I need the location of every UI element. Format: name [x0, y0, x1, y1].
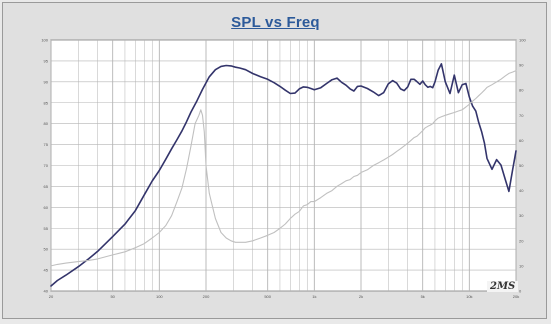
x-tick-label: 2k: [359, 294, 363, 299]
y2-tick-label: 60: [519, 138, 524, 143]
y-tick-label: 80: [44, 121, 49, 126]
x-tick-label: 20: [49, 294, 54, 299]
y2-tick-label: 50: [519, 163, 524, 168]
series-layer: [50, 62, 517, 287]
y2-tick-label: 10: [519, 263, 524, 268]
y-tick-label: 85: [44, 100, 49, 105]
y-tick-label: 50: [44, 247, 49, 252]
x-tick-label: 500: [264, 294, 271, 299]
y2-tick-label: 40: [519, 188, 524, 193]
y-tick-label: 55: [44, 226, 49, 231]
y-tick-label: 60: [44, 205, 49, 210]
y-tick-label: 65: [44, 184, 49, 189]
chart-title: SPL vs Freq: [231, 14, 320, 31]
y-tick-label: 40: [44, 289, 49, 294]
impedance-curve: [50, 70, 517, 267]
y-tick-label: 70: [44, 163, 49, 168]
y2-tick-label: 20: [519, 238, 524, 243]
y2-tick-label: 30: [519, 213, 524, 218]
y-tick-label: 45: [44, 268, 49, 273]
y2-tick-label: 100: [519, 38, 526, 43]
tick-labels: 40 45 50 55 60 65 70 75 80 85 90 95 100 0 10 20 30 40 50 60…: [41, 38, 526, 300]
x-tick-label: 200: [203, 294, 210, 299]
x-tick-label: 5k: [421, 294, 425, 299]
watermark-logo: 2MS: [487, 281, 519, 292]
x-tick-label: 50: [110, 294, 115, 299]
y2-tick-label: 0: [519, 289, 522, 294]
x-tick-label: 1k: [312, 294, 316, 299]
spl-curve: [50, 62, 517, 287]
y-tick-label: 95: [44, 58, 49, 63]
x-tick-label: 10k: [466, 294, 472, 299]
grid: [50, 39, 517, 292]
y-tick-label: 90: [44, 79, 49, 84]
y2-tick-label: 80: [519, 88, 524, 93]
x-tick-label: 20k: [513, 294, 519, 299]
y2-tick-label: 90: [519, 63, 524, 68]
y-tick-label: 75: [44, 142, 49, 147]
y-tick-label: 100: [41, 38, 48, 43]
y2-tick-label: 70: [519, 113, 524, 118]
x-tick-label: 100: [156, 294, 163, 299]
